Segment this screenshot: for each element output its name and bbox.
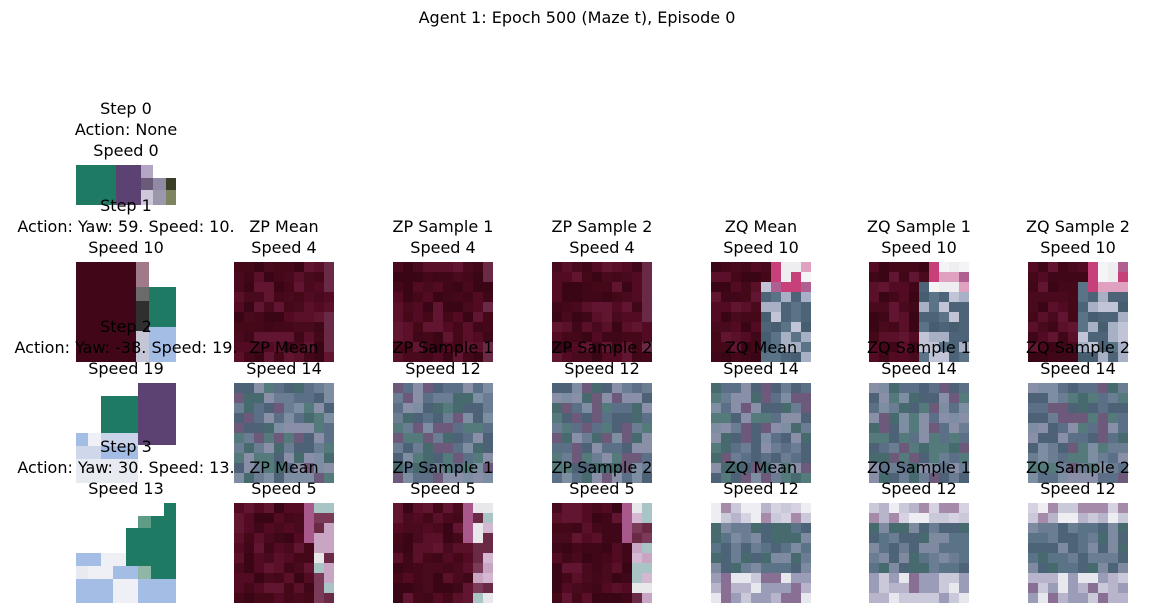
prediction-title-line: Speed 14 (1040, 359, 1116, 378)
prediction-image (869, 383, 969, 483)
prediction-image (869, 503, 969, 603)
observation-title-line: Step 2 (100, 317, 152, 336)
prediction-title-line: ZQ Sample 2 (1026, 338, 1130, 357)
observation-title-line: Action: Yaw: 30. Speed: 13. (17, 458, 235, 477)
prediction-image (234, 383, 334, 483)
prediction-title: ZQ Mean Speed 12 (641, 457, 881, 499)
prediction-title-line: Speed 14 (881, 359, 957, 378)
prediction-image (711, 262, 811, 362)
prediction-title-line: ZQ Sample 1 (867, 217, 971, 236)
prediction-title-line: ZP Sample 1 (392, 338, 494, 357)
prediction-image (552, 503, 652, 603)
prediction-image (1028, 503, 1128, 603)
prediction-title: ZQ Sample 1 Speed 14 (799, 337, 1039, 379)
prediction-title: ZQ Sample 2 Speed 14 (958, 337, 1154, 379)
observation-title-line: Speed 10 (88, 238, 164, 257)
prediction-image (234, 503, 334, 603)
observation-title-line: Step 1 (100, 196, 152, 215)
prediction-image (552, 383, 652, 483)
observation-title: Step 0 Action: None Speed 0 (6, 98, 246, 161)
prediction-title: ZP Sample 1 Speed 12 (323, 337, 563, 379)
prediction-title-line: ZQ Sample 2 (1026, 458, 1130, 477)
prediction-title: ZP Sample 2 Speed 12 (482, 337, 722, 379)
prediction-title-line: Speed 4 (569, 238, 635, 257)
prediction-title: ZQ Mean Speed 14 (641, 337, 881, 379)
observation-title-line: Speed 13 (88, 479, 164, 498)
prediction-image (393, 383, 493, 483)
prediction-title-line: Speed 5 (410, 479, 476, 498)
prediction-title-line: Speed 14 (723, 359, 799, 378)
prediction-title-line: ZQ Mean (724, 217, 798, 236)
prediction-image (234, 262, 334, 362)
prediction-title-line: ZQ Sample 1 (867, 458, 971, 477)
prediction-image (869, 262, 969, 362)
prediction-title: ZQ Sample 1 Speed 12 (799, 457, 1039, 499)
prediction-title-line: ZP Sample 2 (551, 458, 653, 477)
prediction-title-line: ZP Sample 1 (392, 217, 494, 236)
figure-title: Agent 1: Epoch 500 (Maze t), Episode 0 (418, 8, 736, 27)
prediction-image (393, 262, 493, 362)
prediction-title: ZQ Sample 1 Speed 10 (799, 216, 1039, 258)
prediction-title: ZP Sample 2 Speed 4 (482, 216, 722, 258)
prediction-title-line: ZP Sample 2 (551, 338, 653, 357)
prediction-image (1028, 262, 1128, 362)
prediction-title-line: ZP Sample 1 (392, 458, 494, 477)
prediction-title-line: Speed 12 (1040, 479, 1116, 498)
prediction-title: ZP Mean Speed 5 (164, 457, 404, 499)
prediction-title-line: ZQ Sample 2 (1026, 217, 1130, 236)
observation-title: Step 2 Action: Yaw: -38. Speed: 19. Speed … (6, 316, 246, 379)
observation-title-line: Speed 19 (88, 359, 164, 378)
prediction-title-line: Speed 12 (564, 359, 640, 378)
observation-image (76, 383, 176, 483)
prediction-title-line: ZP Mean (249, 217, 319, 236)
observation-title-line: Speed 0 (93, 141, 159, 160)
prediction-title-line: ZP Mean (249, 338, 319, 357)
prediction-title-line: Speed 4 (410, 238, 476, 257)
prediction-title-line: ZQ Mean (724, 338, 798, 357)
observation-title-line: Step 3 (100, 437, 152, 456)
prediction-title-line: ZP Sample 2 (551, 217, 653, 236)
prediction-title-line: Speed 5 (251, 479, 317, 498)
observation-title: Step 3 Action: Yaw: 30. Speed: 13. Speed 1… (6, 436, 246, 499)
prediction-title-line: Speed 10 (1040, 238, 1116, 257)
prediction-image (711, 383, 811, 483)
prediction-title: ZP Sample 1 Speed 5 (323, 457, 563, 499)
prediction-image (552, 262, 652, 362)
prediction-title: ZP Mean Speed 14 (164, 337, 404, 379)
prediction-title-line: Speed 14 (246, 359, 322, 378)
prediction-title-line: Speed 5 (569, 479, 635, 498)
prediction-title-line: Speed 12 (881, 479, 957, 498)
prediction-title-line: ZQ Mean (724, 458, 798, 477)
observation-image (76, 165, 176, 265)
prediction-image (393, 503, 493, 603)
prediction-title: ZP Sample 1 Speed 4 (323, 216, 563, 258)
prediction-image (711, 503, 811, 603)
observation-title-line: Action: Yaw: 59. Speed: 10. (17, 217, 235, 236)
prediction-title-line: Speed 10 (881, 238, 957, 257)
prediction-image (1028, 383, 1128, 483)
observation-image (76, 262, 176, 362)
prediction-title-line: Speed 4 (251, 238, 317, 257)
prediction-title-line: ZP Mean (249, 458, 319, 477)
observation-title-line: Action: Yaw: -38. Speed: 19. (14, 338, 238, 357)
prediction-title-line: Speed 10 (723, 238, 799, 257)
prediction-title: ZP Mean Speed 4 (164, 216, 404, 258)
observation-title-line: Action: None (74, 120, 178, 139)
prediction-title: ZQ Mean Speed 10 (641, 216, 881, 258)
prediction-title-line: ZQ Sample 1 (867, 338, 971, 357)
prediction-title: ZQ Sample 2 Speed 10 (958, 216, 1154, 258)
observation-image (76, 503, 176, 603)
prediction-title-line: Speed 12 (405, 359, 481, 378)
prediction-title: ZQ Sample 2 Speed 12 (958, 457, 1154, 499)
observation-title-line: Step 0 (100, 99, 152, 118)
observation-title: Step 1 Action: Yaw: 59. Speed: 10. Speed 1… (6, 195, 246, 258)
prediction-title: ZP Sample 2 Speed 5 (482, 457, 722, 499)
prediction-title-line: Speed 12 (723, 479, 799, 498)
